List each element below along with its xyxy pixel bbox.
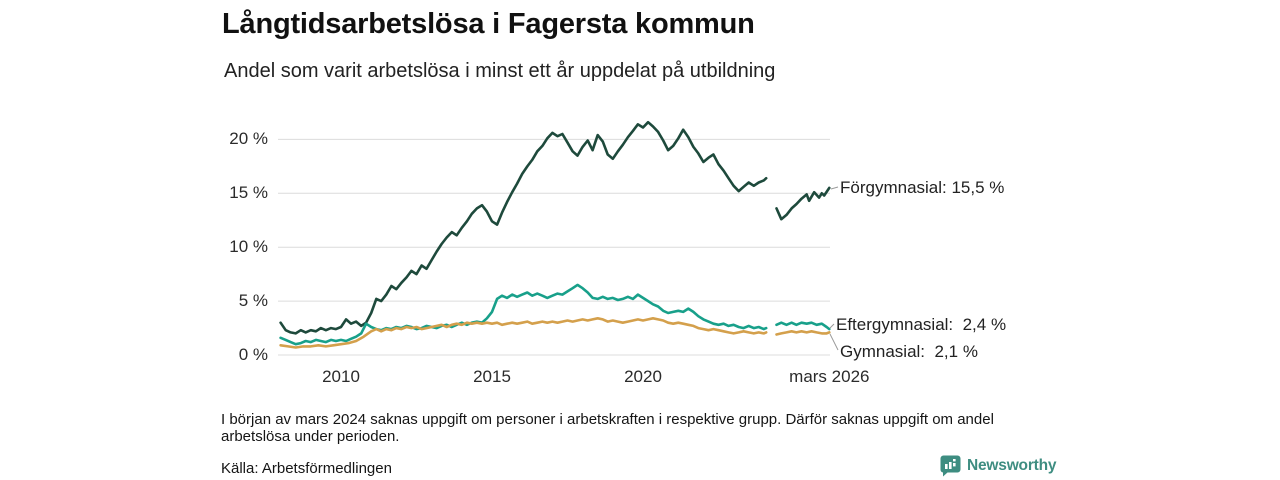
series-line-eftergymnasial [279, 283, 768, 346]
x-axis-tick-label: 2010 [322, 367, 360, 386]
label-leader-line [829, 333, 839, 351]
y-axis-tick-label: 15 % [229, 183, 268, 203]
series-label-forgymnasial: Förgymnasial: 15,5 % [840, 178, 1005, 197]
chart-subtitle: Andel som varit arbetslösa i minst ett å… [224, 60, 776, 82]
series-label-eftergymnasial: Eftergymnasial: 2,4 % [836, 315, 1007, 334]
series-line-eftergymnasial [775, 321, 831, 331]
chart-title: Långtidsarbetslösa i Fagersta kommun [222, 8, 755, 40]
newsworthy-logo-text: Newsworthy [967, 457, 1057, 474]
chart-source: Källa: Arbetsförmedlingen [221, 460, 392, 477]
x-axis-tick-label: 2020 [624, 367, 662, 386]
series-line-gymnasial [279, 316, 768, 349]
y-axis-tick-label: 5 % [238, 291, 268, 311]
y-axis-tick-label: 20 % [229, 129, 268, 149]
series-line-forgymnasial [775, 186, 831, 221]
series-line-forgymnasial [279, 120, 768, 335]
series-line-gymnasial [775, 329, 831, 336]
label-leader-line [830, 186, 839, 190]
y-axis-tick-label: 0 % [238, 345, 268, 364]
x-axis-tick-label: 2015 [473, 367, 511, 386]
x-axis-tick-label: mars 2026 [789, 367, 870, 386]
series-label-gymnasial: Gymnasial: 2,1 % [840, 342, 978, 361]
label-leader-line [829, 323, 835, 329]
chart-footnote: I början av mars 2024 saknas uppgift om … [221, 411, 994, 445]
newsworthy-logo: Newsworthy [940, 455, 1057, 477]
y-axis-tick-label: 10 % [229, 237, 268, 257]
newsworthy-logo-icon [940, 455, 961, 477]
